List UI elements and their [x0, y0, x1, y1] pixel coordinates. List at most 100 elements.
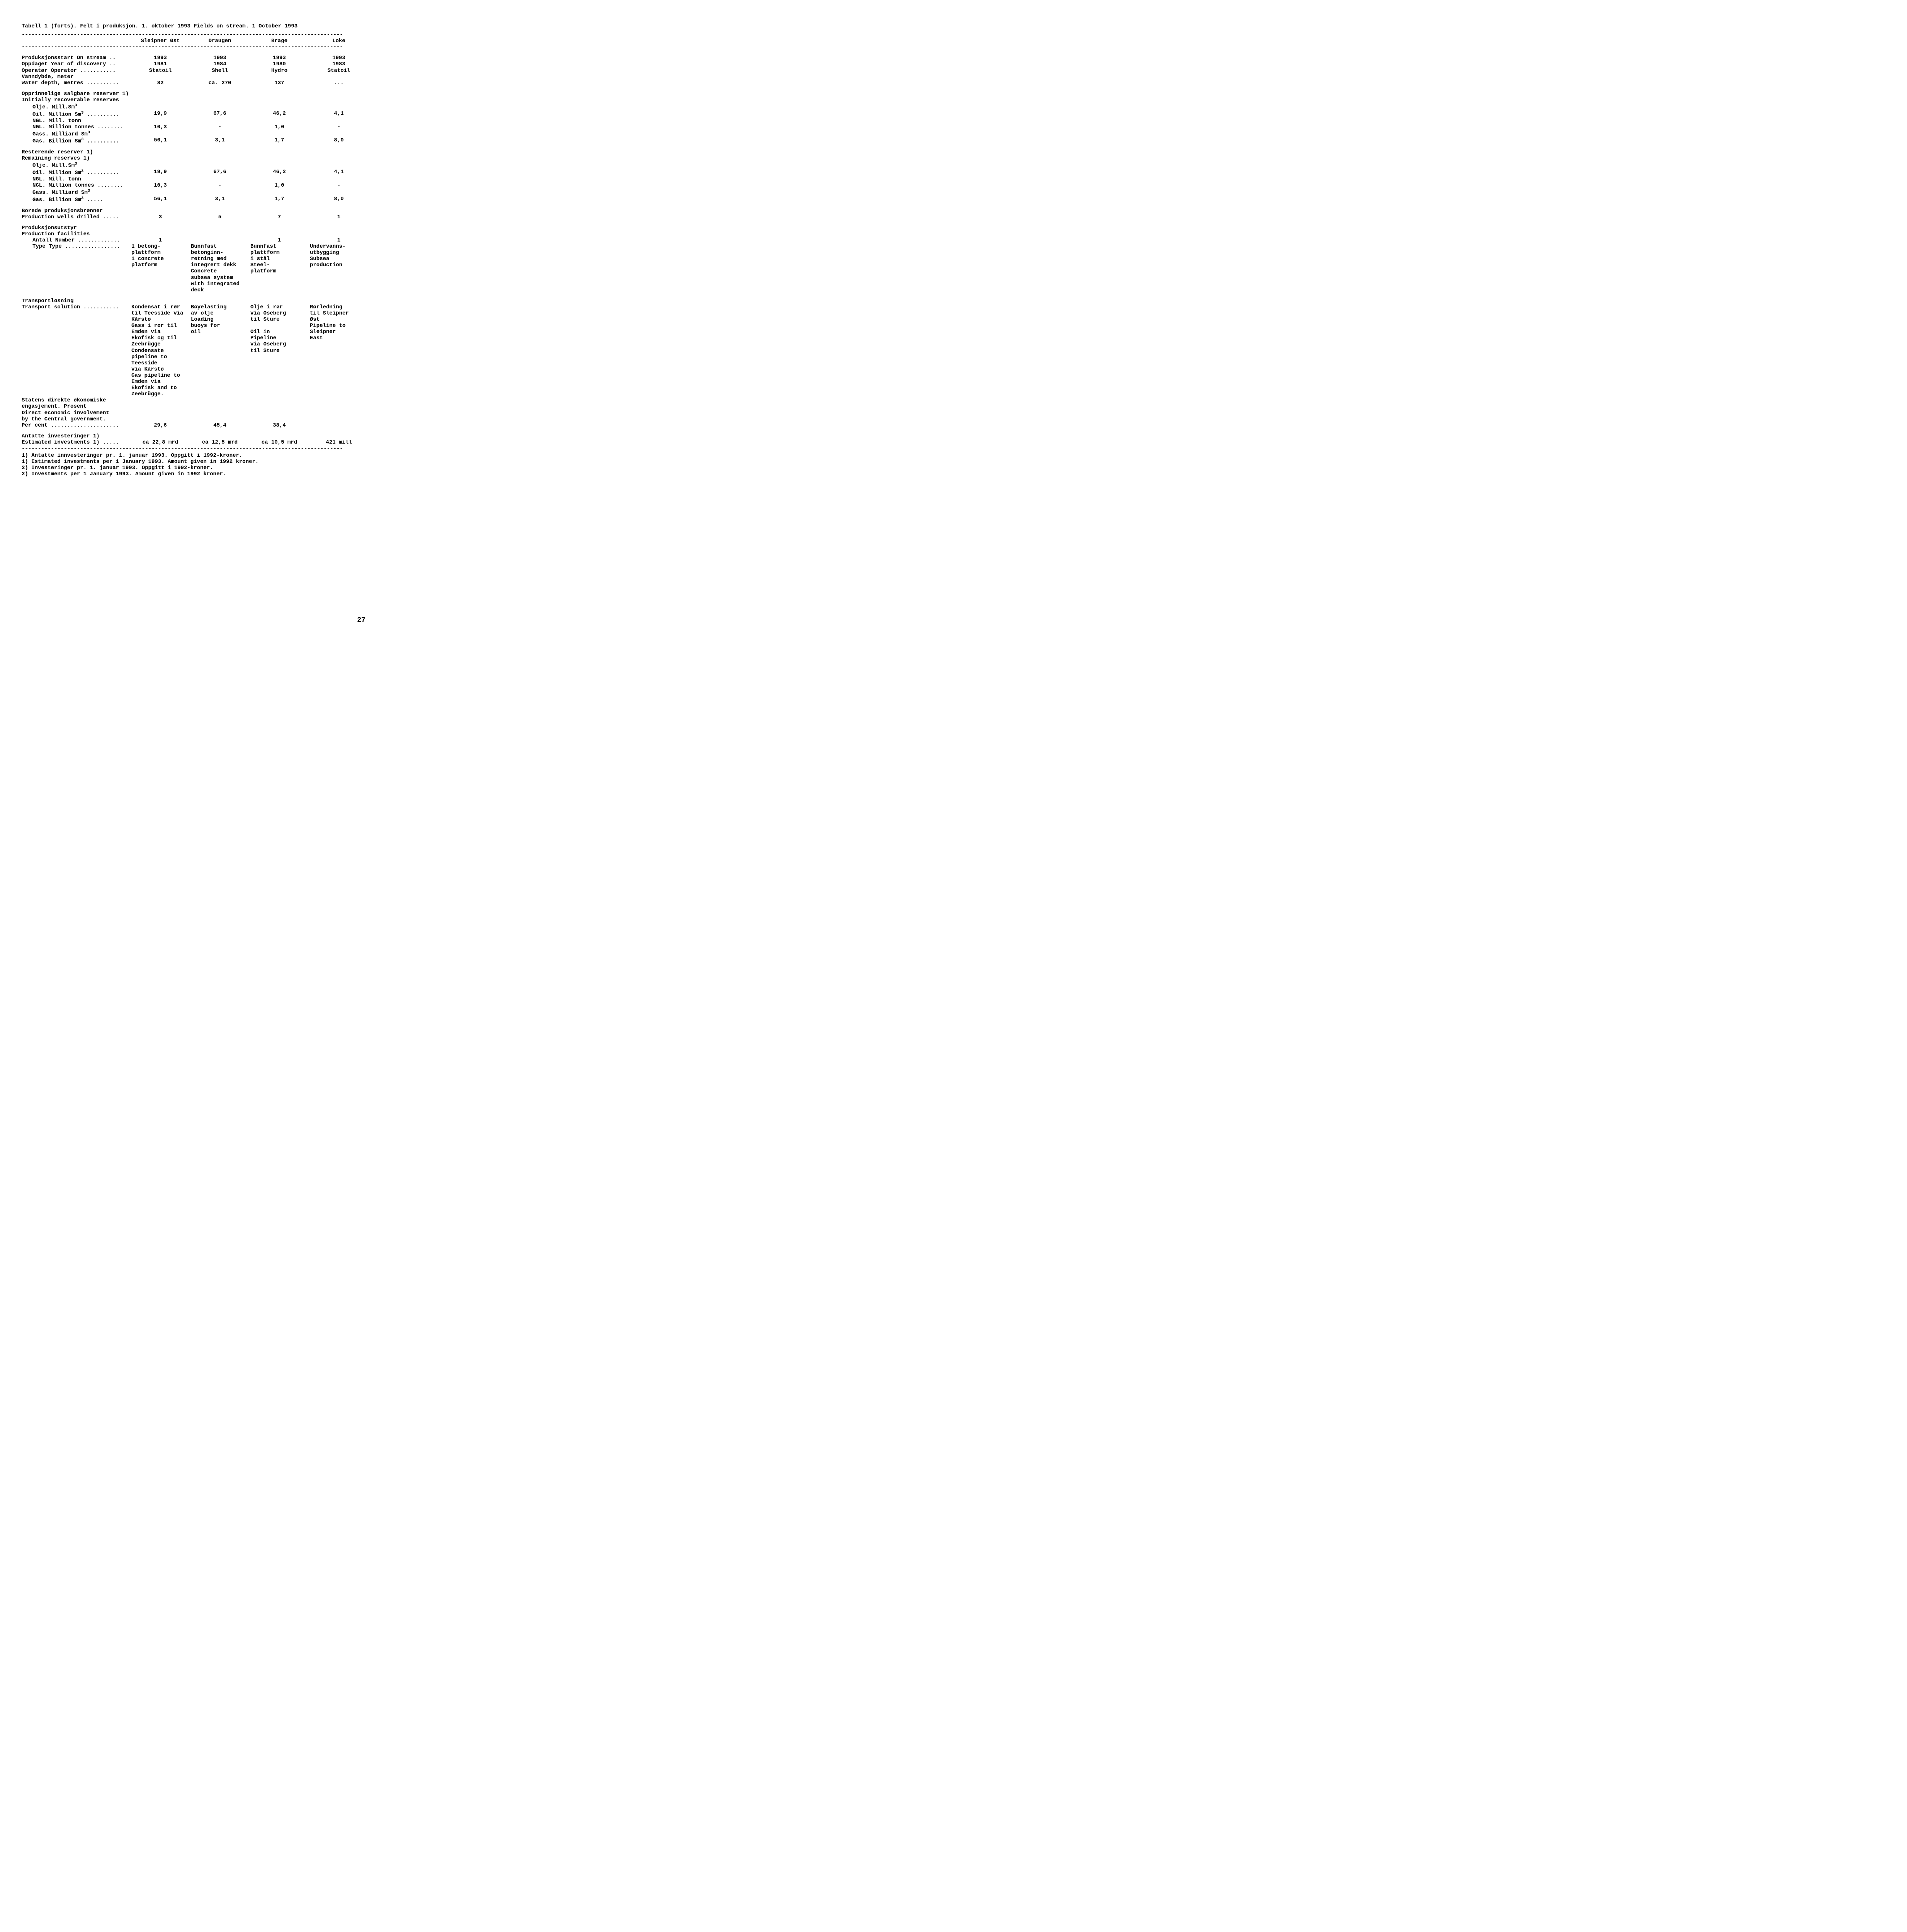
cell: 1,0: [250, 124, 310, 130]
cell: 1980: [250, 61, 310, 67]
cell: ca. 270: [191, 80, 250, 86]
cell: Undervanns-utbyggingSubseaproduction: [310, 243, 369, 293]
row-label: Olje. Mill.Sm3: [22, 103, 131, 111]
table-row: Water depth, metres .......... 82 ca. 27…: [22, 80, 369, 86]
cell: 46,2: [250, 111, 310, 118]
cell: 1993: [191, 55, 250, 61]
row-label: Transport solution ...........: [22, 304, 131, 397]
cell: 19,9: [131, 111, 191, 118]
cell: 38,4: [250, 422, 310, 429]
row-label: Antall Number .............: [22, 237, 131, 243]
document-page: Tabell 1 (forts). Felt i produksjon. 1. …: [22, 23, 369, 624]
col-header: Loke: [310, 38, 369, 44]
row-label: Per cent .....................: [22, 422, 131, 429]
table-row: Statens direkte økonomiske: [22, 397, 369, 403]
row-label: Gass. Milliard Sm3: [22, 130, 131, 138]
cell: ...: [310, 80, 369, 86]
col-header: Draugen: [191, 38, 250, 44]
row-label: Production wells drilled .....: [22, 214, 131, 220]
row-label: NGL. Million tonnes ........: [22, 124, 131, 130]
page-number: 27: [22, 616, 369, 624]
row-label: Oppdaget Year of discovery ..: [22, 61, 131, 67]
cell: 29,6: [131, 422, 191, 429]
horizontal-rule: ----------------------------------------…: [22, 44, 369, 50]
row-label: Operatør Operator ...........: [22, 68, 131, 74]
section-header: Initially recoverable reserves: [22, 97, 369, 103]
section-header: Resterende reserver 1): [22, 149, 369, 155]
table-row: Olje. Mill.Sm3: [22, 162, 369, 169]
cell: 1,7: [250, 196, 310, 203]
cell: 1981: [131, 61, 191, 67]
table-row: Oil. Million Sm3 .......... 19,9 67,6 46…: [22, 111, 369, 118]
cell: 3,1: [191, 196, 250, 203]
cell: Bøyelastingav oljeLoadingbuoys foroil: [191, 304, 250, 397]
table-row: Operatør Operator ........... Statoil Sh…: [22, 68, 369, 74]
row-label: Type Type .................: [22, 243, 131, 293]
footnote: 2) Investeringer pr. 1. januar 1993. Opp…: [22, 465, 369, 471]
horizontal-rule: ----------------------------------------…: [22, 446, 369, 452]
row-label: Water depth, metres ..........: [22, 80, 131, 86]
col-header: Sleipner Øst: [131, 38, 191, 44]
footnotes: 1) Antatte innvesteringer pr. 1. januar …: [22, 452, 369, 477]
table-row: Oppdaget Year of discovery .. 1981 1984 …: [22, 61, 369, 67]
cell: 67,6: [191, 169, 250, 176]
table-row: Gass. Milliard Sm3: [22, 189, 369, 196]
cell: 10,3: [131, 182, 191, 189]
cell: -: [310, 182, 369, 189]
cell: -: [310, 124, 369, 130]
cell: 4,1: [310, 169, 369, 176]
table-row: Oil. Million Sm3 .......... 19,9 67,6 46…: [22, 169, 369, 176]
section-header: Remaining reserves 1): [22, 155, 369, 162]
footnote: 1) Estimated investments per 1 January 1…: [22, 459, 369, 465]
row-label: NGL. Mill. tonn: [22, 176, 131, 182]
cell: 5: [191, 214, 250, 220]
cell: 45,4: [191, 422, 250, 429]
cell: 67,6: [191, 111, 250, 118]
cell: Kondensat i rørtil Teesside viaKårstøGas…: [131, 304, 191, 397]
cell: 1: [131, 237, 191, 243]
cell: 1993: [250, 55, 310, 61]
cell: 4,1: [310, 111, 369, 118]
table-row: Gass. Milliard Sm3: [22, 130, 369, 138]
cell: 1993: [310, 55, 369, 61]
row-label: Oil. Million Sm3 ..........: [22, 111, 131, 118]
cell: [191, 237, 250, 243]
table-row: Borede produksjonsbrønner: [22, 208, 369, 214]
table-row: Production wells drilled ..... 3 5 7 1: [22, 214, 369, 220]
section-header: Produksjonsutstyr: [22, 225, 369, 231]
table-row: Vanndybde, meter: [22, 74, 369, 80]
cell: Hydro: [250, 68, 310, 74]
cell: 8,0: [310, 196, 369, 203]
table-row: Gas. Billion Sm3 ..... 56,1 3,1 1,7 8,0: [22, 196, 369, 203]
row-label: Gass. Milliard Sm3: [22, 189, 131, 196]
table-row: NGL. Mill. tonn: [22, 176, 369, 182]
cell: ca 10,5 mrd: [250, 439, 310, 446]
cell: ca 22,8 mrd: [131, 439, 191, 446]
cell: 3,1: [191, 137, 250, 145]
cell: Olje i rørvia Osebergtil Sture Oil inPip…: [250, 304, 310, 397]
table-row: NGL. Million tonnes ........ 10,3 - 1,0 …: [22, 124, 369, 130]
table-row: NGL. Million tonnes ........ 10,3 - 1,0 …: [22, 182, 369, 189]
cell: 421 mill: [310, 439, 369, 446]
cell: 56,1: [131, 137, 191, 145]
cell: 1984: [191, 61, 250, 67]
cell: ca 12,5 mrd: [191, 439, 250, 446]
table-row: Produksjonsstart On stream .. 1993 1993 …: [22, 55, 369, 61]
table-row: Olje. Mill.Sm3: [22, 103, 369, 111]
section-header: Opprinnelige salgbare reserver 1): [22, 91, 369, 97]
cell: 1,0: [250, 182, 310, 189]
cell: 1: [310, 214, 369, 220]
cell: -: [191, 182, 250, 189]
row-label: Borede produksjonsbrønner: [22, 208, 131, 214]
row-label: Gas. Billion Sm3 .....: [22, 196, 131, 203]
table-row: Direct economic involvement: [22, 410, 369, 416]
row-label: Gas. Billion Sm3 ..........: [22, 137, 131, 145]
cell: Bunnfastbetonginn-retning medintegrert d…: [191, 243, 250, 293]
table-row: Per cent ..................... 29,6 45,4…: [22, 422, 369, 429]
table-row: Gas. Billion Sm3 .......... 56,1 3,1 1,7…: [22, 137, 369, 145]
cell: 1983: [310, 61, 369, 67]
table-header-row: Sleipner Øst Draugen Brage Loke: [22, 38, 369, 44]
cell: -: [191, 124, 250, 130]
cell: Statoil: [131, 68, 191, 74]
cell: 19,9: [131, 169, 191, 176]
